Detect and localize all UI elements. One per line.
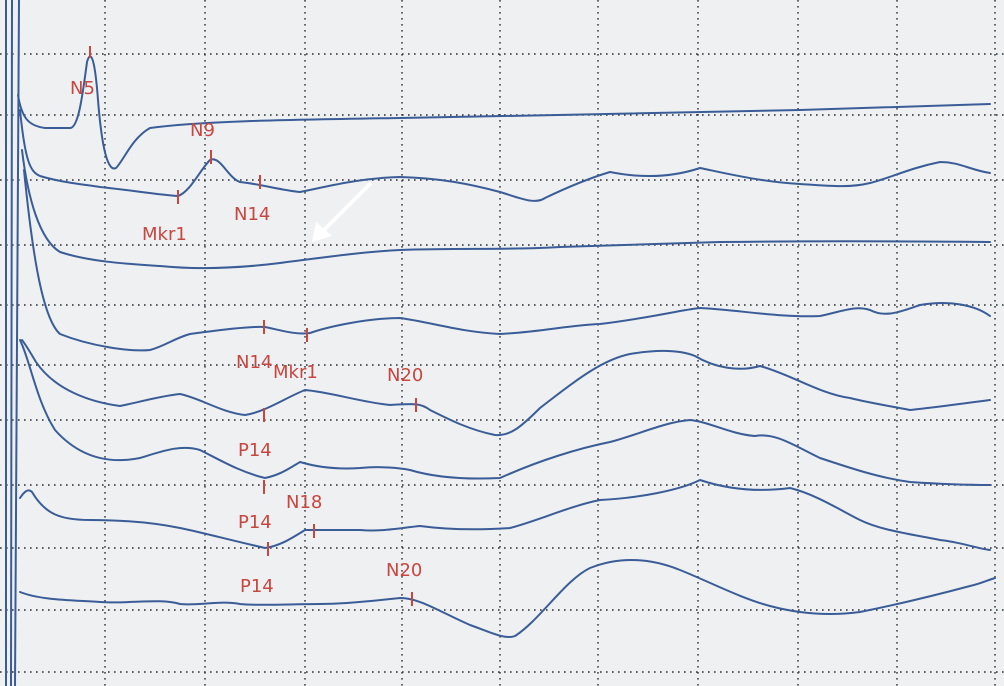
marker-labels: N5 N9 Mkr1 N14 N14 Mkr1 P14 N20 P14 N18 … (70, 78, 423, 597)
stimulus-artifact (5, 0, 20, 686)
trace-channel-7 (19, 479, 991, 551)
trace-channel-6 (19, 339, 991, 486)
label-n20-ch5: N20 (387, 365, 423, 386)
marker-ticks (89, 46, 417, 606)
label-p14-ch5: P14 (238, 440, 272, 461)
annotation-arrow (312, 182, 372, 242)
label-n14-ch4: N14 (236, 352, 272, 373)
label-n14-ch2: N14 (234, 204, 270, 225)
label-mkr1-ch4: Mkr1 (273, 362, 318, 383)
artifact-lines (5, 0, 20, 686)
arrow-head (312, 222, 332, 242)
label-mkr1-ch2: Mkr1 (142, 224, 187, 245)
trace-channel-8 (19, 559, 996, 638)
label-n9: N9 (190, 120, 215, 141)
trace-channel-1 (17, 55, 991, 170)
trace-channel-4 (23, 169, 991, 352)
label-n5: N5 (70, 78, 95, 99)
trace-channel-5 (21, 339, 991, 437)
label-n20-ch8: N20 (386, 560, 422, 581)
label-p14-ch6: P14 (238, 512, 272, 533)
label-p14-ch7: P14 (240, 576, 274, 597)
arrow-shaft (316, 182, 372, 238)
trace-channel-2 (19, 109, 991, 202)
label-n18: N18 (286, 492, 322, 513)
trace-channel-3 (21, 149, 991, 270)
